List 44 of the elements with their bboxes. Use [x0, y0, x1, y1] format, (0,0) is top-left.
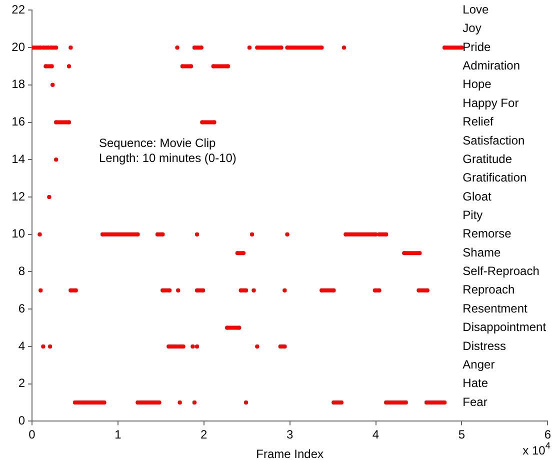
y-tick-label: 14	[12, 152, 26, 166]
x-tick-label: 0	[28, 428, 36, 442]
y-tick-label: 12	[12, 189, 26, 204]
category-label: Joy	[462, 21, 482, 36]
category-label: Self-Reproach	[462, 264, 540, 278]
category-label: Disappointment	[462, 320, 546, 334]
y-tick-label: 2	[18, 376, 26, 390]
y-tick-label: 10	[12, 226, 26, 241]
category-label: Remorse	[462, 226, 512, 241]
category-label: Anger	[462, 357, 495, 372]
annotation: Sequence: Movie Clip	[99, 136, 216, 150]
category-label: Relief	[462, 114, 494, 129]
category-label: Hope	[462, 77, 492, 92]
x-tick-label: 3	[286, 428, 294, 442]
x-tick-label: 4	[372, 428, 380, 442]
y-tick-label: 18	[12, 77, 26, 92]
y-tick-label: 0	[18, 414, 26, 428]
category-label: Pride	[462, 40, 491, 54]
category-label: Happy For	[462, 96, 519, 110]
category-label: Satisfaction	[462, 133, 525, 148]
x-axis-title: Frame Index	[256, 447, 324, 462]
y-tick-label: 4	[18, 338, 26, 353]
y-tick-label: 8	[18, 264, 26, 278]
category-label: Pity	[462, 208, 483, 222]
category-label: Fear	[462, 394, 488, 409]
category-label: Distress	[462, 338, 506, 353]
category-label: Gratification	[462, 170, 527, 185]
category-label: Gratitude	[462, 152, 512, 166]
category-label: Reproach	[462, 282, 515, 297]
x-tick-label: 6	[544, 428, 552, 442]
y-tick-label: 22	[12, 2, 26, 17]
category-label: Hate	[462, 376, 488, 390]
category-label: Resentment	[462, 301, 528, 316]
category-label: Admiration	[462, 58, 520, 73]
y-tick-label: 20	[12, 40, 26, 54]
category-label: Gloat	[462, 189, 492, 204]
y-tick-label: 16	[12, 114, 26, 129]
category-label: Shame	[462, 245, 501, 260]
annotation: Length: 10 minutes (0-10)	[99, 150, 236, 165]
category-label: Love	[462, 2, 489, 17]
x-tick-label: 5	[458, 428, 466, 442]
x-tick-label: 1	[114, 428, 122, 442]
x-tick-label: 2	[200, 428, 208, 442]
y-tick-label: 6	[18, 301, 26, 316]
